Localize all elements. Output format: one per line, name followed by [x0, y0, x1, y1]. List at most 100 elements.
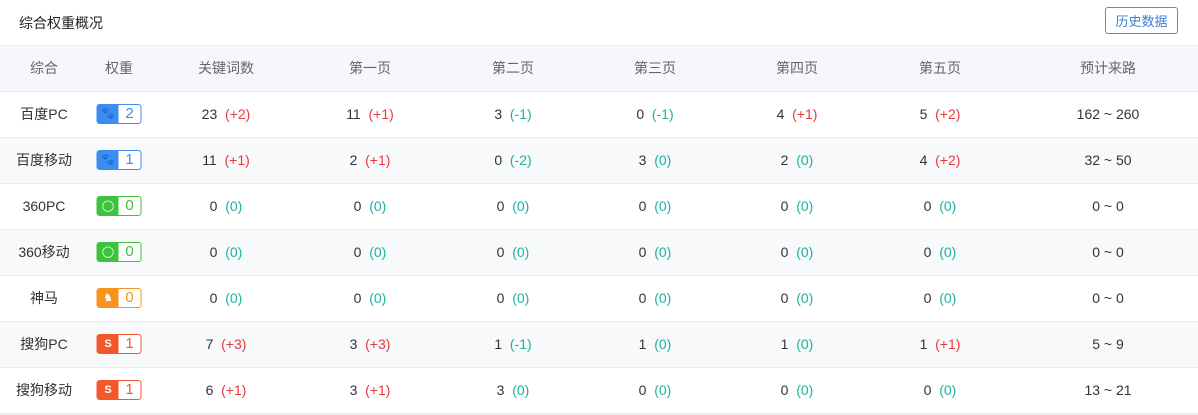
- table-header: 综合 权重 关键词数 第一页 第二页 第三页 第四页 第五页 预计来路: [0, 46, 1198, 92]
- count-change: (-1): [509, 336, 532, 352]
- count-cell: 0 (0): [639, 368, 672, 413]
- count-cell: 0 (0): [924, 184, 957, 229]
- history-data-button[interactable]: 历史数据: [1105, 7, 1178, 34]
- count-value: 4: [776, 106, 785, 122]
- panel-header: 综合权重概况 历史数据: [0, 0, 1198, 46]
- count-change: (0): [512, 244, 530, 260]
- count-value: 0: [496, 290, 505, 306]
- weight-value: 0: [125, 197, 134, 215]
- count-change: (0): [369, 290, 387, 306]
- weight-value: 1: [125, 151, 134, 169]
- column-header: 权重: [105, 60, 133, 76]
- count-change: (0): [796, 290, 814, 306]
- weight-value: 1: [125, 335, 134, 353]
- count-cell: 3 (-1): [494, 92, 531, 137]
- count-change: (+1): [368, 106, 394, 122]
- count-change: (+1): [935, 336, 961, 352]
- count-value: 2: [780, 152, 789, 168]
- count-change: (0): [796, 152, 814, 168]
- count-cell: 0 (-1): [636, 92, 673, 137]
- table-row: 神马 ♞ 0 0 (0) 0 (0) 0 (0) 0 (0) 0 (0) 0 (0) 0 ~ 0: [0, 276, 1198, 322]
- count-cell: 0 (-2): [494, 138, 531, 183]
- count-cell: 0 (0): [924, 230, 957, 275]
- column-header: 第一页: [349, 60, 391, 76]
- count-value: 3: [496, 382, 505, 398]
- baidu-paw-icon: 🐾: [97, 151, 119, 170]
- count-value: 1: [494, 336, 503, 352]
- count-cell: 0 (0): [924, 368, 957, 413]
- count-value: 0: [780, 198, 789, 214]
- count-change: (0): [939, 244, 957, 260]
- count-value: 0: [496, 198, 505, 214]
- count-value: 4: [919, 152, 928, 168]
- count-change: (0): [939, 290, 957, 306]
- count-cell: 0 (0): [639, 276, 672, 321]
- count-cell: 23 (+2): [202, 92, 251, 137]
- count-value: 3: [638, 152, 647, 168]
- engine-name: 360PC: [22, 198, 66, 214]
- count-value: 7: [205, 336, 214, 352]
- engine-name: 搜狗移动: [16, 382, 72, 398]
- count-change: (+1): [365, 382, 391, 398]
- count-change: (+1): [224, 152, 250, 168]
- count-cell: 1 (-1): [494, 322, 531, 367]
- count-cell: 0 (0): [354, 184, 387, 229]
- weight-value: 0: [125, 289, 134, 307]
- count-cell: 0 (0): [354, 276, 387, 321]
- count-change: (0): [512, 382, 530, 398]
- count-cell: 0 (0): [781, 368, 814, 413]
- weight-badge: ♞ 0: [96, 276, 142, 321]
- count-change: (0): [939, 198, 957, 214]
- count-change: (0): [225, 198, 243, 214]
- weight-value: 2: [125, 105, 134, 123]
- estimated-traffic: 0 ~ 0: [1092, 198, 1124, 214]
- count-change: (0): [369, 244, 387, 260]
- count-cell: 0 (0): [924, 276, 957, 321]
- count-value: 0: [209, 198, 218, 214]
- count-cell: 1 (0): [639, 322, 672, 367]
- count-change: (-1): [509, 106, 532, 122]
- count-value: 3: [349, 382, 358, 398]
- estimated-traffic: 162 ~ 260: [1076, 106, 1140, 122]
- count-value: 2: [349, 152, 358, 168]
- count-value: 1: [638, 336, 647, 352]
- count-cell: 2 (0): [781, 138, 814, 183]
- column-header: 第三页: [634, 60, 676, 76]
- count-change: (0): [796, 382, 814, 398]
- count-value: 0: [638, 198, 647, 214]
- count-cell: 0 (0): [210, 276, 243, 321]
- weight-badge: ◯ 0: [96, 184, 142, 229]
- engine-name: 百度PC: [20, 106, 68, 122]
- column-header: 第二页: [492, 60, 534, 76]
- count-change: (+1): [365, 152, 391, 168]
- count-value: 0: [353, 290, 362, 306]
- baidu-paw-icon: 🐾: [97, 105, 119, 124]
- count-value: 5: [919, 106, 928, 122]
- count-change: (+3): [221, 336, 247, 352]
- count-value: 0: [780, 244, 789, 260]
- shenma-horse-icon: ♞: [97, 289, 119, 308]
- count-value: 0: [638, 290, 647, 306]
- count-cell: 0 (0): [639, 230, 672, 275]
- estimated-traffic: 0 ~ 0: [1092, 290, 1124, 306]
- count-cell: 0 (0): [639, 184, 672, 229]
- count-change: (+1): [221, 382, 247, 398]
- count-cell: 3 (+1): [350, 368, 391, 413]
- estimated-traffic: 13 ~ 21: [1084, 382, 1132, 398]
- estimated-traffic: 0 ~ 0: [1092, 244, 1124, 260]
- count-value: 11: [346, 106, 361, 122]
- panel-title: 综合权重概况: [19, 15, 103, 31]
- count-value: 0: [636, 106, 645, 122]
- count-cell: 4 (+2): [920, 138, 961, 183]
- count-value: 0: [496, 244, 505, 260]
- weight-badge: ◯ 0: [96, 230, 142, 275]
- count-cell: 0 (0): [210, 184, 243, 229]
- count-change: (+3): [365, 336, 391, 352]
- 360-logo-icon: ◯: [97, 197, 119, 216]
- weight-value: 1: [125, 381, 134, 399]
- table-row: 百度PC 🐾 2 23 (+2) 11 (+1) 3 (-1) 0 (-1) 4 (+1) 5 …: [0, 92, 1198, 138]
- count-cell: 5 (+2): [920, 92, 961, 137]
- count-value: 11: [202, 152, 217, 168]
- count-cell: 0 (0): [497, 184, 530, 229]
